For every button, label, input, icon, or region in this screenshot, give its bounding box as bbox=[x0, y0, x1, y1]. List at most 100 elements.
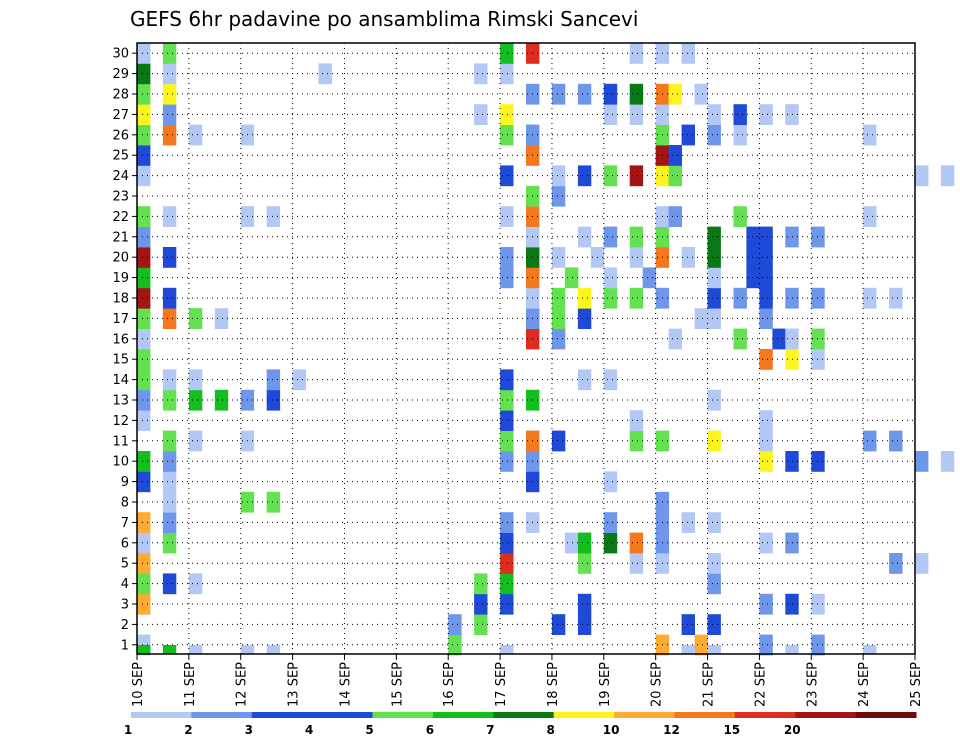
precip-cell bbox=[500, 532, 514, 554]
colorbar-swatch bbox=[493, 712, 555, 718]
precip-cell bbox=[500, 410, 514, 431]
precip-cell bbox=[733, 124, 747, 146]
precip-cell bbox=[603, 104, 618, 125]
y-tick-label: 24 bbox=[112, 169, 129, 184]
precip-cell bbox=[707, 308, 721, 329]
precip-cell bbox=[603, 226, 618, 248]
y-tick-label: 8 bbox=[121, 496, 129, 511]
precip-cell bbox=[681, 247, 695, 268]
precip-cell bbox=[500, 593, 514, 615]
precip-cell bbox=[629, 410, 644, 431]
precip-cell bbox=[915, 451, 929, 472]
precip-cell bbox=[707, 267, 721, 289]
colorbar-swatch bbox=[251, 712, 313, 718]
precip-cell bbox=[137, 645, 151, 654]
precip-cell bbox=[629, 104, 644, 125]
precip-cell bbox=[137, 328, 151, 350]
precip-cell bbox=[577, 553, 592, 574]
precip-cell bbox=[137, 145, 151, 166]
precip-cell bbox=[863, 430, 877, 452]
precip-cell bbox=[137, 512, 151, 533]
precip-cell bbox=[266, 389, 281, 411]
y-tick-label: 17 bbox=[112, 312, 129, 327]
precip-cell bbox=[707, 573, 721, 595]
x-tick-label: 24 SEP bbox=[857, 662, 872, 707]
precip-cell bbox=[759, 104, 773, 125]
precip-cell bbox=[137, 206, 151, 227]
colorbar-swatch bbox=[614, 712, 675, 718]
precip-cell bbox=[137, 83, 151, 105]
precip-cell bbox=[137, 593, 151, 615]
precip-cell bbox=[733, 328, 747, 350]
colorbar-swatch bbox=[553, 712, 615, 718]
precip-cell bbox=[681, 43, 695, 64]
precip-cell bbox=[759, 226, 773, 248]
precip-cell bbox=[603, 267, 618, 289]
precip-cell bbox=[214, 308, 229, 329]
precip-cell bbox=[137, 226, 151, 248]
precip-cell bbox=[785, 645, 799, 654]
y-tick-label: 15 bbox=[112, 353, 129, 368]
precip-cell bbox=[137, 410, 151, 431]
precip-cell bbox=[746, 267, 760, 289]
precip-cell bbox=[500, 247, 514, 268]
precip-cell bbox=[707, 226, 721, 248]
precip-cell bbox=[188, 573, 203, 595]
precip-cell bbox=[448, 634, 462, 656]
colorbar-label: 3 bbox=[245, 723, 253, 737]
precip-cell bbox=[162, 389, 177, 411]
precip-cell bbox=[188, 389, 203, 411]
precip-cell bbox=[707, 247, 721, 268]
x-tick-label: 22 SEP bbox=[753, 662, 768, 707]
precip-cell bbox=[162, 124, 177, 146]
precip-cell bbox=[474, 573, 488, 595]
precip-cell bbox=[137, 287, 151, 309]
precip-cell bbox=[162, 573, 177, 595]
precip-cell bbox=[759, 430, 773, 452]
precip-cell bbox=[137, 532, 151, 554]
precip-cell bbox=[707, 614, 721, 635]
precip-cell bbox=[707, 645, 721, 654]
precip-cell bbox=[551, 430, 566, 452]
precip-cell bbox=[629, 83, 644, 105]
x-tick-label: 18 SEP bbox=[546, 662, 561, 707]
precip-cell bbox=[681, 124, 695, 146]
precip-cell bbox=[915, 553, 929, 574]
colorbar-swatch bbox=[191, 712, 253, 718]
x-tick-label: 15 SEP bbox=[390, 662, 405, 707]
x-tick-label: 10 SEP bbox=[131, 662, 146, 707]
precip-cell bbox=[162, 471, 177, 493]
x-tick-label: 19 SEP bbox=[598, 662, 613, 707]
precip-cell bbox=[162, 43, 177, 64]
precip-cell bbox=[162, 369, 177, 391]
y-tick-label: 11 bbox=[112, 434, 129, 449]
y-tick-label: 6 bbox=[121, 536, 129, 551]
precip-cell bbox=[668, 206, 682, 227]
precip-cell bbox=[668, 145, 682, 166]
precip-cell bbox=[759, 349, 773, 370]
precip-cell bbox=[603, 83, 618, 105]
precip-cell bbox=[707, 389, 721, 411]
precip-cell bbox=[162, 512, 177, 533]
y-tick-label: 10 bbox=[112, 455, 129, 470]
precip-cell bbox=[551, 328, 566, 350]
precip-cell bbox=[188, 124, 203, 146]
colorbar-label: 6 bbox=[426, 723, 434, 737]
y-tick-label: 4 bbox=[121, 577, 129, 592]
y-tick-label: 28 bbox=[112, 88, 129, 103]
y-tick-label: 12 bbox=[112, 414, 129, 429]
precip-cell bbox=[863, 206, 877, 227]
colorbar-swatch bbox=[855, 712, 917, 718]
precip-cell bbox=[137, 573, 151, 595]
precip-cell bbox=[603, 369, 618, 391]
precip-cell bbox=[137, 389, 151, 411]
precip-cell bbox=[551, 83, 566, 105]
precip-cell bbox=[500, 124, 514, 146]
precip-cell bbox=[733, 104, 747, 125]
precip-cell bbox=[629, 43, 644, 64]
colorbar-label: 20 bbox=[784, 723, 801, 737]
precip-cell bbox=[642, 267, 657, 289]
dotted-grid bbox=[137, 43, 915, 654]
precip-cell bbox=[188, 430, 203, 452]
precip-cell bbox=[500, 267, 514, 289]
